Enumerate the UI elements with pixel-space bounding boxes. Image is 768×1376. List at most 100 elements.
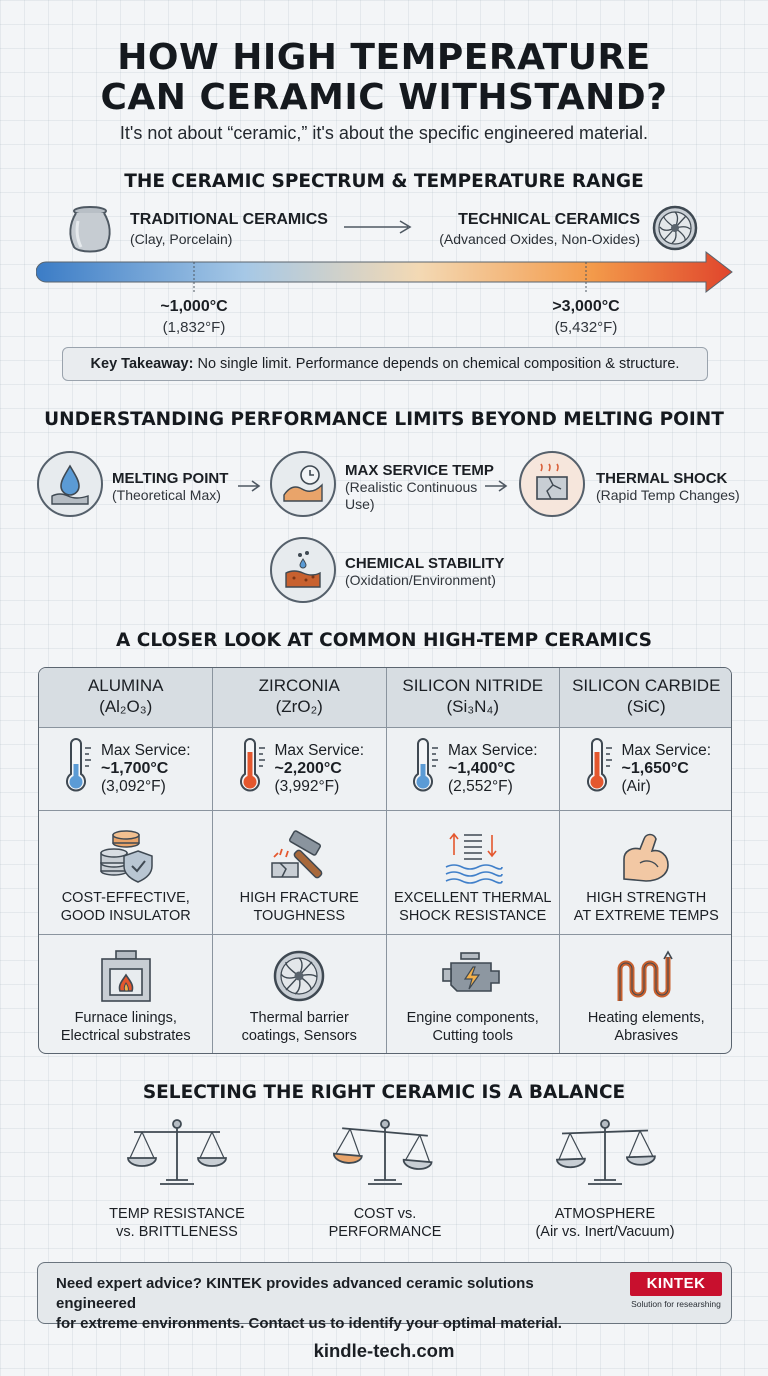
property-line-2: TOUGHNESS <box>253 908 346 924</box>
application-line-1: Engine components, <box>406 1010 539 1026</box>
application-cell: Furnace linings, Electrical substrates <box>39 935 213 1053</box>
page-title: HOW HIGH TEMPERATURE CAN CERAMIC WITHSTA… <box>0 38 768 118</box>
application-line-2: Electrical substrates <box>60 1028 191 1044</box>
flexed-arm-icon <box>616 829 676 890</box>
max-service-temp: ~1,650°C <box>621 760 689 777</box>
scale-icon <box>122 1118 232 1195</box>
closer-heading: A CLOSER LOOK AT COMMON HIGH-TEMP CERAMI… <box>116 630 652 651</box>
thermometer-icon <box>235 738 269 799</box>
page-subtitle: It's not about “ceramic,” it's about the… <box>119 123 649 143</box>
property-line-2: AT EXTREME TEMPS <box>573 908 719 924</box>
melting-drop-icon <box>37 451 103 517</box>
high-temp-c: >3,000°C <box>552 298 620 315</box>
max-service-temp: ~2,200°C <box>274 760 342 777</box>
material-formula: (SiC) <box>626 697 666 716</box>
technical-title: TECHNICAL CERAMICS <box>458 211 640 228</box>
balance-line-2: (Air vs. Inert/Vacuum) <box>535 1224 675 1240</box>
vase-icon <box>64 205 116 260</box>
application-line-1: Furnace linings, <box>74 1010 177 1026</box>
technical-sub: (Advanced Oxides, Non-Oxides) <box>439 231 640 247</box>
property-line-1: COST-EFFECTIVE, <box>61 890 190 906</box>
arrow-right-icon <box>236 479 262 498</box>
turbine-icon <box>652 205 698 256</box>
title-line-2: CAN CERAMIC WITHSTAND? <box>100 77 668 118</box>
max-service-temp-f: (2,552°F) <box>448 778 513 795</box>
arrow-right-icon <box>342 220 414 239</box>
cta-line-1: Need expert advice? KINTEK provides adva… <box>56 1275 534 1312</box>
property-cell: EXCELLENT THERMAL SHOCK RESISTANCE <box>386 811 560 935</box>
property-cell: HIGH STRENGTH AT EXTREME TEMPS <box>559 811 731 935</box>
materials-table: ALUMINA (Al₂O₃) Max Service: ~1,700°C (3… <box>38 667 732 1054</box>
material-column: ZIRCONIA (ZrO₂) Max Service: ~2,200°C (3… <box>212 668 387 1053</box>
max-service-cell: Max Service: ~2,200°C (3,992°F) <box>212 728 386 811</box>
takeaway-label: Key Takeaway: <box>90 356 194 372</box>
limit-service-sub2: Use) <box>345 496 375 512</box>
turbine-icon <box>272 949 326 1008</box>
limit-chem-title: CHEMICAL STABILITY <box>345 555 505 572</box>
max-service-temp: ~1,400°C <box>448 760 516 777</box>
low-temp-c: ~1,000°C <box>160 298 228 315</box>
corrosion-icon <box>270 537 336 603</box>
traditional-sub: (Clay, Porcelain) <box>130 231 233 247</box>
arrow-right-icon <box>483 479 509 498</box>
material-formula: (Al₂O₃) <box>99 697 153 716</box>
limits-heading: UNDERSTANDING PERFORMANCE LIMITS BEYOND … <box>44 409 724 430</box>
coins-shield-icon <box>94 829 158 890</box>
scale-icon <box>330 1118 440 1195</box>
application-line-2: coatings, Sensors <box>241 1028 357 1044</box>
max-service-temp-f: (Air) <box>621 778 651 795</box>
kintek-brand: KINTEK <box>630 1272 722 1296</box>
traditional-title: TRADITIONAL CERAMICS <box>130 211 328 228</box>
property-line-2: SHOCK RESISTANCE <box>399 908 547 924</box>
balance-line-2: vs. BRITTLENESS <box>116 1224 238 1240</box>
max-service-label: Max Service: <box>621 742 712 759</box>
scale-icon <box>550 1118 660 1195</box>
low-temp-marker: ~1,000°C (1,832°F) <box>134 298 254 336</box>
property-line-1: HIGH FRACTURE <box>239 890 359 906</box>
kintek-logo[interactable]: KINTEK Solution for researshing <box>630 1272 722 1316</box>
footer-url[interactable]: kindle-tech.com <box>313 1340 455 1361</box>
max-service-temp: ~1,700°C <box>101 760 169 777</box>
limit-shock-title: THERMAL SHOCK <box>596 470 728 487</box>
application-line-1: Thermal barrier <box>249 1010 349 1026</box>
application-cell: Heating elements, Abrasives <box>560 935 732 1053</box>
technical-ceramics: TECHNICAL CERAMICS (Advanced Oxides, Non… <box>420 211 640 247</box>
application-cell: Engine components, Cutting tools <box>386 935 560 1053</box>
hammer-icon <box>266 829 332 890</box>
cta-text: Need expert advice? KINTEK provides adva… <box>56 1274 616 1334</box>
cta-box: Need expert advice? KINTEK provides adva… <box>37 1262 732 1332</box>
limit-melting-point: MELTING POINT (Theoretical Max) <box>112 470 228 504</box>
material-header: SILICON CARBIDE (SiC) <box>559 668 731 728</box>
balance-line-1: COST vs. <box>353 1206 417 1222</box>
high-temp-marker: >3,000°C (5,432°F) <box>526 298 646 336</box>
cracked-tile-icon <box>519 451 585 517</box>
property-cell: HIGH FRACTURE TOUGHNESS <box>212 811 386 935</box>
max-service-cell: Max Service: ~1,650°C (Air) <box>559 728 731 811</box>
max-service-temp-f: (3,092°F) <box>101 778 166 795</box>
material-formula: (ZrO₂) <box>275 697 323 716</box>
heating-coil-icon <box>614 949 678 1010</box>
material-column: SILICON CARBIDE (SiC) Max Service: ~1,65… <box>559 668 732 1053</box>
max-service-cell: Max Service: ~1,400°C (2,552°F) <box>386 728 560 811</box>
balance-label: ATMOSPHERE (Air vs. Inert/Vacuum) <box>505 1205 705 1241</box>
property-line-2: GOOD INSULATOR <box>60 908 191 924</box>
limit-max-service: MAX SERVICE TEMP (Realistic Continuous U… <box>345 462 494 513</box>
limit-service-title: MAX SERVICE TEMP <box>345 462 494 479</box>
application-cell: Thermal barrier coatings, Sensors <box>213 935 387 1053</box>
max-service-temp-f: (3,992°F) <box>274 778 340 795</box>
limit-service-sub1: (Realistic Continuous <box>345 479 478 495</box>
balance-line-1: ATMOSPHERE <box>554 1206 656 1222</box>
application-line-1: Heating elements, <box>587 1010 705 1026</box>
limit-thermal-shock: THERMAL SHOCK (Rapid Temp Changes) <box>596 470 740 504</box>
material-column: ALUMINA (Al₂O₃) Max Service: ~1,700°C (3… <box>39 668 213 1053</box>
cta-line-2: for extreme environments. Contact us to … <box>56 1315 562 1332</box>
high-temp-f: (5,432°F) <box>554 319 618 336</box>
material-header: ALUMINA (Al₂O₃) <box>39 668 213 728</box>
low-temp-f: (1,832°F) <box>162 319 226 336</box>
material-formula: (Si₃N₄) <box>446 697 500 716</box>
property-line-1: HIGH STRENGTH <box>586 890 707 906</box>
balance-line-1: TEMP RESISTANCE <box>109 1206 245 1222</box>
balance-line-2: PERFORMANCE <box>328 1224 442 1240</box>
max-service-label: Max Service: <box>448 742 538 759</box>
title-line-1: HOW HIGH TEMPERATURE <box>117 37 651 78</box>
